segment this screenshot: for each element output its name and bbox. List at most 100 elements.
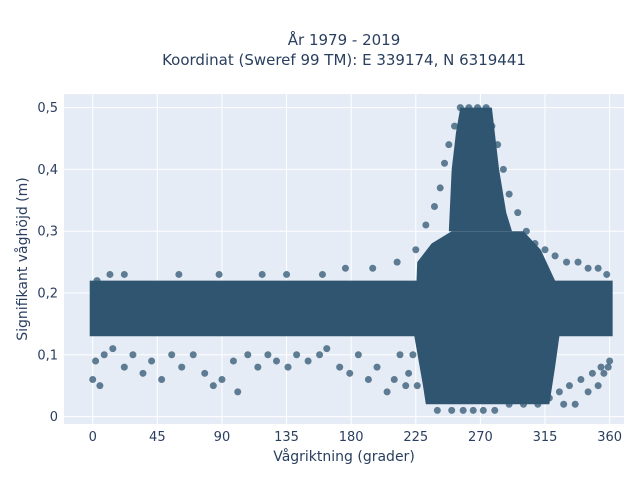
x-tick-label: 225 [403,430,428,445]
scatter-point [323,345,331,353]
scatter-point [560,400,568,408]
scatter-point [469,406,477,414]
dense-cluster-peak [448,107,512,232]
scatter-point [318,270,326,278]
scatter-point [448,406,456,414]
scatter-point [600,369,608,377]
x-tick-label: 270 [468,430,493,445]
scatter-point [100,351,108,359]
scatter-point [148,357,156,365]
scatter-point [341,264,349,272]
scatter-point [373,363,381,371]
scatter-point [393,258,401,266]
scatter-point [316,351,324,359]
scatter-point [465,104,473,112]
scatter-point [409,351,417,359]
scatter-point [293,351,301,359]
scatter-point [606,357,614,365]
scatter-point [604,363,612,371]
scatter-point [479,406,487,414]
dense-cluster-west [414,231,560,405]
scatter-point [189,351,197,359]
scatter-point [456,104,464,112]
scatter-point [505,190,513,198]
scatter-point [574,258,582,266]
y-tick-label: 0 [50,410,58,425]
y-tick-label: 0,5 [37,101,58,116]
scatter-point [491,406,499,414]
y-tick-label: 0,2 [37,286,58,301]
scatter-point [519,400,527,408]
scatter-point [139,369,147,377]
scatter-point [571,400,579,408]
scatter-point [229,357,237,365]
scatter-point [89,376,97,384]
y-axis-ticks: 0 0,1 0,2 0,3 0,4 0,5 [37,101,58,425]
scatter-point [106,270,114,278]
scatter-point [494,141,502,149]
x-tick-label: 90 [214,430,231,445]
scatter-point [545,394,553,402]
scatter-point [594,264,602,272]
scatter-point [514,209,522,217]
scatter-point [175,270,183,278]
scatter-point [234,388,242,396]
scatter-point [396,351,404,359]
scatter-point [584,388,592,396]
scatter-point [451,122,459,130]
scatter-point [120,363,128,371]
x-axis-label: Vågriktning (grader) [273,448,415,465]
scatter-point [603,270,611,278]
scatter-point [369,264,377,272]
scatter-point [390,376,398,384]
scatter-point [383,388,391,396]
scatter-point [284,363,292,371]
scatter-point [445,141,453,149]
scatter-point [436,184,444,192]
y-tick-label: 0,1 [37,348,58,363]
scatter-point [254,363,262,371]
scatter-point [218,376,226,384]
scatter-point [577,376,585,384]
scatter-point [215,270,223,278]
scatter-point [158,376,166,384]
scatter-point [413,382,421,390]
scatter-point [244,351,252,359]
scatter-point [304,357,312,365]
scatter-point [588,369,596,377]
scatter-point [534,400,542,408]
x-tick-label: 180 [339,430,364,445]
scatter-point [405,369,413,377]
scatter-point [264,351,272,359]
scatter-point [336,363,344,371]
scatter-point [283,270,291,278]
scatter-point [92,357,100,365]
y-axis-label: Signifikant våghöjd (m) [14,177,31,340]
scatter-point [346,369,354,377]
chart-title-line1: År 1979 - 2019 [288,30,401,49]
points-layer [89,104,614,414]
scatter-point [551,252,559,260]
scatter-point [597,363,605,371]
scatter-point [178,363,186,371]
x-tick-label: 135 [274,430,299,445]
y-tick-label: 0,3 [37,225,58,240]
scatter-point [541,246,549,254]
scatter-point [422,221,430,229]
scatter-point [168,351,176,359]
scatter-point [522,227,530,235]
scatter-point [441,159,449,167]
scatter-point [474,104,482,112]
scatter-point [565,382,573,390]
scatter-point [505,400,513,408]
x-tick-label: 360 [597,430,622,445]
scatter-point [402,382,410,390]
scatter-point [584,264,592,272]
scatter-point [273,357,281,365]
chart-title-line2: Koordinat (Sweref 99 TM): E 339174, N 63… [162,51,526,69]
scatter-point [93,277,101,285]
scatter-point [129,351,137,359]
scatter-point [531,240,539,248]
